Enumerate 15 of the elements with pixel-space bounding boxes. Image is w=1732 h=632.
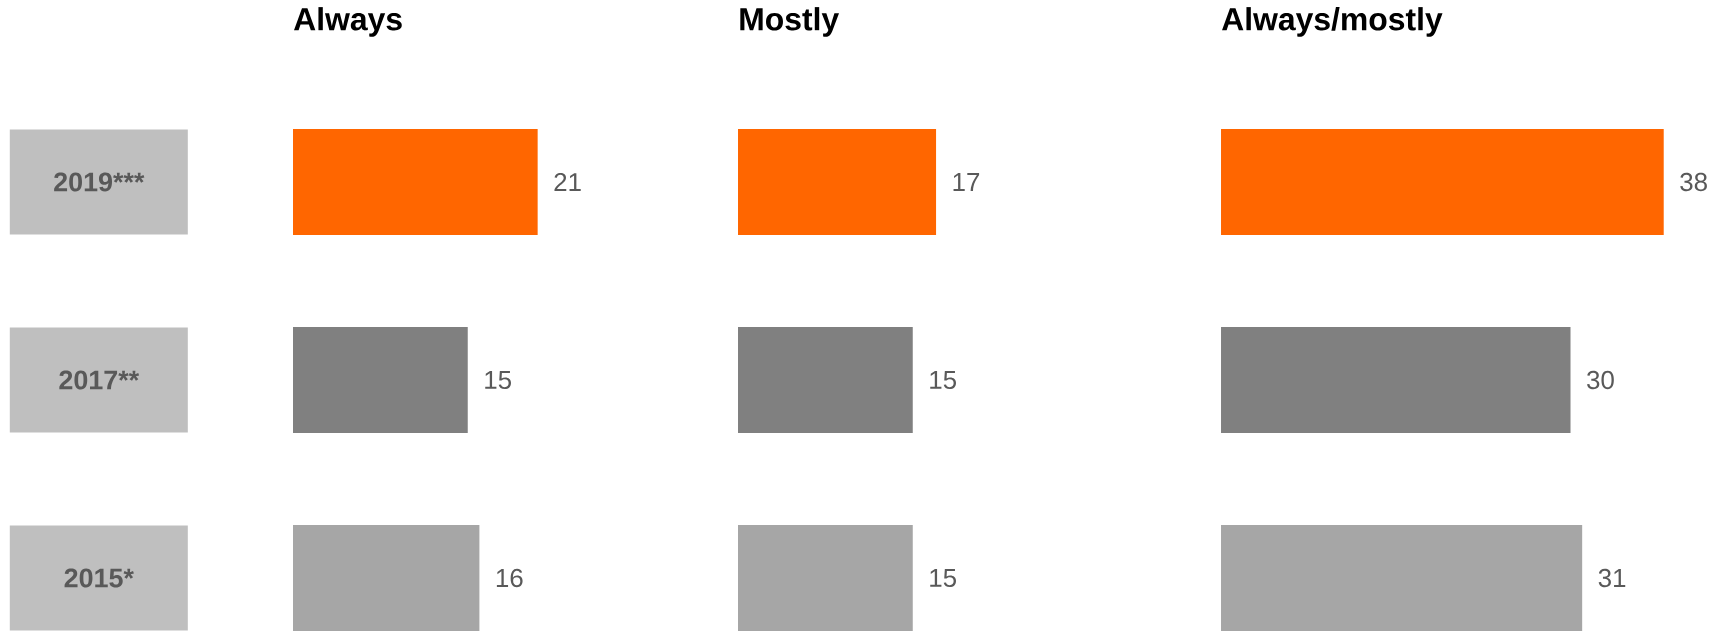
y-tick-label: 2019*** bbox=[54, 172, 145, 192]
data-label: 21 bbox=[554, 172, 581, 192]
chart-title: Always bbox=[294, 7, 402, 37]
data-label: 15 bbox=[930, 370, 956, 390]
chart-title: Always/mostly bbox=[1222, 7, 1443, 37]
y-tick-label: 2017** bbox=[59, 370, 140, 390]
data-label: 31 bbox=[1598, 568, 1626, 588]
data-label: 15 bbox=[485, 370, 511, 390]
data-label: 15 bbox=[930, 568, 956, 588]
data-label: 30 bbox=[1587, 370, 1614, 390]
y-tick-label: 2015* bbox=[64, 568, 134, 588]
data-label: 17 bbox=[953, 173, 980, 191]
data-label: 38 bbox=[1680, 172, 1707, 192]
chart-title: Mostly bbox=[740, 7, 840, 37]
data-label: 16 bbox=[496, 568, 523, 588]
